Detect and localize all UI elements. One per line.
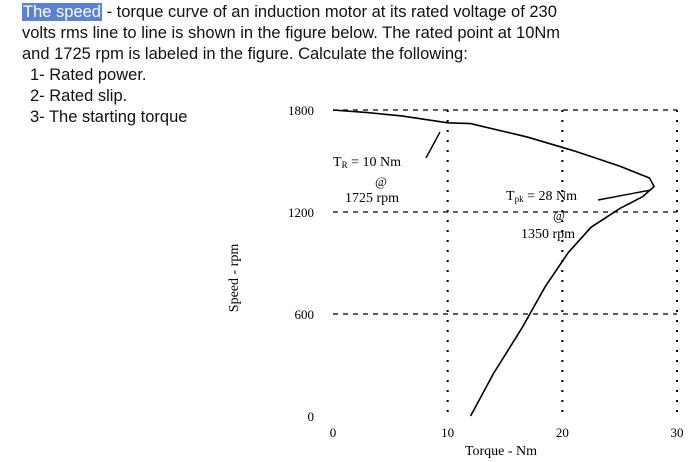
y-axis-label: Speed - rpm	[227, 244, 242, 313]
rated-speed-label: 1725 rpm	[345, 191, 399, 206]
x-tick-label: 20	[556, 425, 569, 440]
y-tick-label: 1200	[288, 205, 314, 220]
rated-pointer-line	[425, 131, 441, 159]
rated-at-symbol: @	[375, 174, 387, 189]
question-item-3: 3- The starting torque	[30, 108, 188, 126]
question-item-1: 1- Rated power.	[30, 66, 147, 84]
peak-at-symbol: @	[553, 208, 565, 223]
question-line-1-rest: - torque curve of an induction motor at …	[101, 3, 557, 21]
question-item-2: 2- Rated slip.	[30, 87, 128, 105]
x-tick-label: 30	[671, 425, 684, 440]
x-tick-label: 0	[330, 425, 337, 440]
peak-speed-label: 1350 rpm	[521, 227, 575, 242]
peak-point-annotation: Tpk = 28 Nm @ 1350 rpm	[506, 189, 652, 242]
chart-ticks: 0 600 1200 1800 0 10 20 30	[288, 103, 684, 440]
peak-pointer-line	[597, 189, 652, 201]
selected-text[interactable]: The speed	[22, 3, 102, 21]
x-tick-label: 10	[441, 425, 454, 440]
question-text: The speed - torque curve of an induction…	[22, 2, 692, 128]
speed-torque-curve	[332, 109, 656, 417]
rated-point-annotation: TR = 10 Nm @ 1725 rpm	[333, 131, 441, 206]
question-line-3: and 1725 rpm is labeled in the figure. C…	[22, 45, 468, 63]
peak-torque-label: Tpk = 28 Nm	[506, 189, 577, 204]
question-line-2: volts rms line to line is shown in the f…	[22, 24, 561, 42]
y-tick-label: 600	[295, 307, 315, 322]
question-line-1: The speed - torque curve of an induction…	[22, 2, 692, 23]
x-axis-label: Torque - Nm	[465, 444, 537, 459]
y-tick-label: 0	[308, 409, 315, 424]
y-tick-label: 1800	[288, 103, 314, 118]
rated-torque-label: TR = 10 Nm	[333, 155, 401, 170]
chart-grid	[333, 109, 678, 418]
